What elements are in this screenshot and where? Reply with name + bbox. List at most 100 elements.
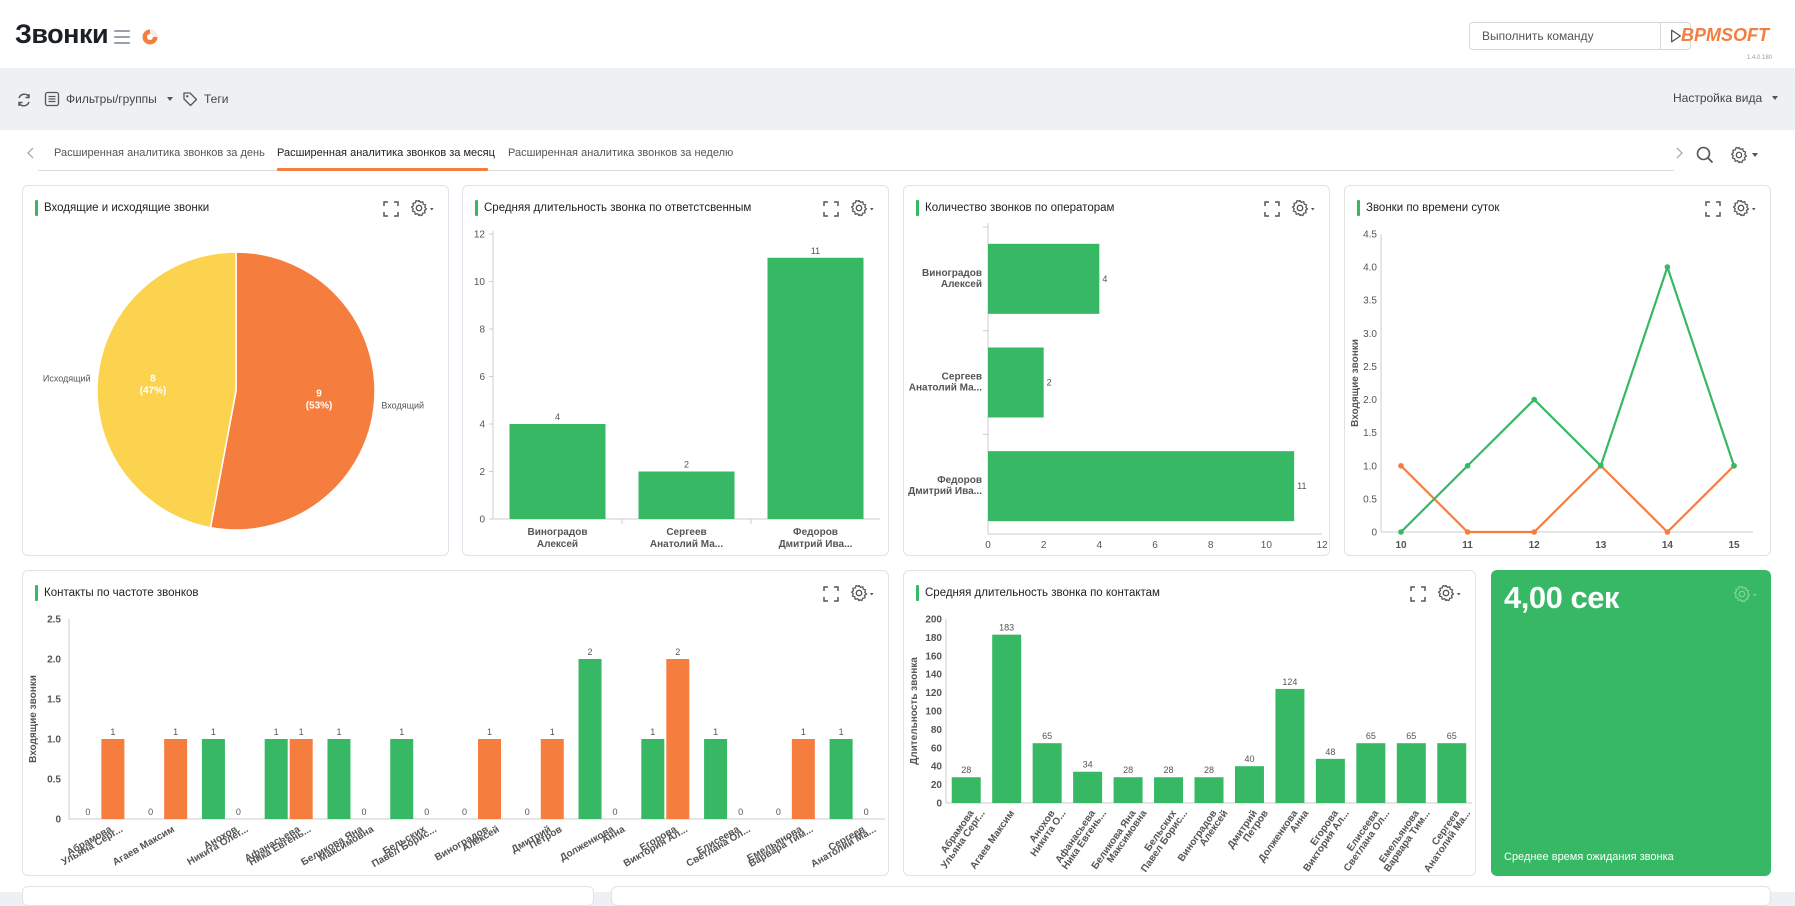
widget-title: Звонки по времени суток (1357, 200, 1499, 216)
x-tick-label: 4 (1097, 540, 1103, 551)
bar (704, 739, 728, 819)
pie-value-label: 9 (316, 389, 322, 400)
toolbar (0, 68, 1795, 130)
x-tick-label: Павел Борис... (370, 824, 439, 870)
tab-day[interactable]: Расширенная аналитика звонков за день (54, 147, 265, 159)
data-point (1664, 264, 1671, 270)
bar-value-label: 65 (1366, 731, 1376, 741)
gear-icon[interactable] (1732, 199, 1758, 218)
x-tick-label: Алексей (537, 539, 578, 550)
tabs-scroll-left-icon[interactable] (26, 147, 36, 159)
bar-value-label: 1 (713, 727, 718, 737)
bar-value-label: 0 (525, 807, 530, 817)
y-tick-label: Виноградов (922, 268, 982, 279)
tab-week[interactable]: Расширенная аналитика звонков за неделю (508, 147, 734, 159)
bar-value-label: 2 (588, 647, 593, 657)
filters-label: Фильтры/группы (66, 92, 157, 106)
bar (509, 424, 606, 519)
gear-icon (1730, 146, 1748, 164)
expand-icon[interactable] (1263, 200, 1281, 218)
view-settings-button[interactable]: Настройка вида (1673, 91, 1779, 105)
expand-icon[interactable] (382, 200, 400, 218)
gear-icon[interactable] (410, 199, 436, 218)
command-box[interactable] (1469, 22, 1691, 50)
chevron-down-icon (1772, 96, 1779, 100)
dashboard-settings-button[interactable] (1730, 146, 1758, 164)
x-tick-label: 14 (1662, 540, 1674, 551)
bar (641, 739, 665, 819)
tags-button[interactable]: Теги (182, 91, 228, 107)
y-tick-label: 1.5 (1363, 428, 1377, 439)
gear-icon[interactable] (850, 584, 876, 603)
y-tick-label: 1.0 (1363, 461, 1377, 472)
y-tick-label: 120 (925, 688, 942, 699)
bar (390, 739, 414, 819)
line-chart: 0 0.5 1.0 1.5 2.0 2.5 3.0 3.5 4.0 4.5 10 11 12 13 14 15… (1350, 230, 1753, 551)
y-tick-label: Федоров (937, 475, 982, 486)
gear-icon[interactable] (1437, 584, 1463, 603)
x-tick-label: 10 (1261, 540, 1273, 551)
tab-month[interactable]: Расширенная аналитика звонков за месяц (277, 147, 495, 159)
bar (201, 739, 225, 819)
bar (1113, 777, 1143, 803)
data-point (1598, 462, 1604, 469)
bar (1154, 777, 1184, 803)
refresh-icon[interactable] (16, 92, 32, 108)
widget-title: Средняя длительность звонка по ответстсв… (475, 200, 751, 216)
search-icon[interactable] (1696, 146, 1714, 164)
filter-list-icon (44, 91, 60, 107)
bar (1032, 743, 1062, 803)
gear-icon[interactable] (1733, 585, 1759, 604)
y-tick-label: 3.0 (1363, 329, 1377, 340)
bar (327, 739, 351, 819)
bar (829, 739, 853, 819)
widget-title: Средняя длительность звонка по контактам (916, 585, 1160, 601)
expand-icon[interactable] (1409, 585, 1427, 603)
y-tick-label: 0 (55, 815, 61, 826)
bar (164, 739, 188, 819)
menu-icon[interactable] (114, 30, 130, 44)
widget-calls-by-time: Звонки по времени суток 0 0.5 1.0 1.5 2.0 2.5… (1344, 185, 1771, 556)
command-input[interactable] (1482, 29, 1652, 43)
pie-value-label: 8 (150, 373, 156, 384)
gear-icon[interactable] (850, 199, 876, 218)
bar-value-label: 1 (487, 727, 492, 737)
y-tick-label: Анатолий Ма... (909, 383, 982, 394)
y-tick-label: 0.5 (47, 775, 61, 786)
y-tick-label: 180 (925, 633, 942, 644)
bar (540, 739, 564, 819)
page-title: Звонки (15, 19, 109, 49)
bar-value-label: 28 (1123, 765, 1133, 775)
dashboard-icon[interactable] (141, 28, 159, 46)
gear-icon[interactable] (1291, 199, 1317, 218)
data-point (1531, 396, 1537, 403)
expand-icon[interactable] (1704, 200, 1722, 218)
x-tick-label: 12 (1529, 540, 1541, 551)
bar-value-label: 65 (1406, 731, 1416, 741)
pie-percent-label: (53%) (306, 401, 333, 412)
bar (666, 659, 690, 819)
kpi-label: Среднее время ожидания звонка (1504, 851, 1674, 863)
bar-value-label: 65 (1447, 731, 1457, 741)
y-axis-title: Входящие звонки (28, 675, 39, 763)
y-tick-label: 1.5 (47, 695, 61, 706)
tag-icon (183, 92, 198, 107)
data-point (1531, 529, 1537, 535)
chevron-down-icon (1752, 153, 1758, 157)
widget-avg-duration-responsible: Средняя длительность звонка по ответстсв… (462, 185, 889, 556)
bar (1437, 743, 1467, 803)
widget-partial (611, 886, 1771, 906)
run-command-icon[interactable] (1660, 23, 1690, 49)
filters-button[interactable]: Фильтры/группы (44, 91, 173, 107)
y-tick-label: 20 (931, 780, 943, 791)
x-tick-label: 13 (1595, 540, 1607, 551)
bar (264, 739, 288, 819)
bar-value-label: 48 (1325, 747, 1335, 757)
bar-value-label: 0 (148, 807, 153, 817)
tabs-scroll-right-icon[interactable] (1674, 147, 1684, 159)
expand-icon[interactable] (822, 585, 840, 603)
x-tick-label: 8 (1208, 540, 1214, 551)
x-tick-label: Федоров (793, 527, 838, 538)
expand-icon[interactable] (822, 200, 840, 218)
